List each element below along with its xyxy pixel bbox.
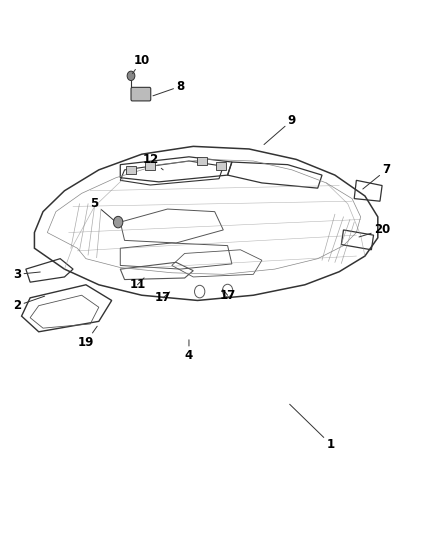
Bar <box>197 157 207 165</box>
Text: 2: 2 <box>13 296 45 312</box>
Text: 10: 10 <box>133 54 150 74</box>
Bar <box>145 162 155 171</box>
Text: 1: 1 <box>290 404 335 450</box>
Text: 20: 20 <box>359 223 390 237</box>
Text: 3: 3 <box>13 268 40 281</box>
Text: 17: 17 <box>155 292 171 304</box>
Circle shape <box>127 71 135 80</box>
Text: 11: 11 <box>129 278 145 291</box>
Circle shape <box>113 216 123 228</box>
Text: 9: 9 <box>264 114 296 144</box>
Text: 8: 8 <box>153 80 184 96</box>
Text: 5: 5 <box>90 197 114 220</box>
Text: 7: 7 <box>363 164 390 189</box>
Text: 17: 17 <box>219 289 236 302</box>
Text: 19: 19 <box>78 326 97 349</box>
Text: 12: 12 <box>142 153 163 170</box>
Bar <box>216 162 226 171</box>
Bar <box>126 166 136 174</box>
Text: 4: 4 <box>185 340 193 362</box>
FancyBboxPatch shape <box>131 87 151 101</box>
